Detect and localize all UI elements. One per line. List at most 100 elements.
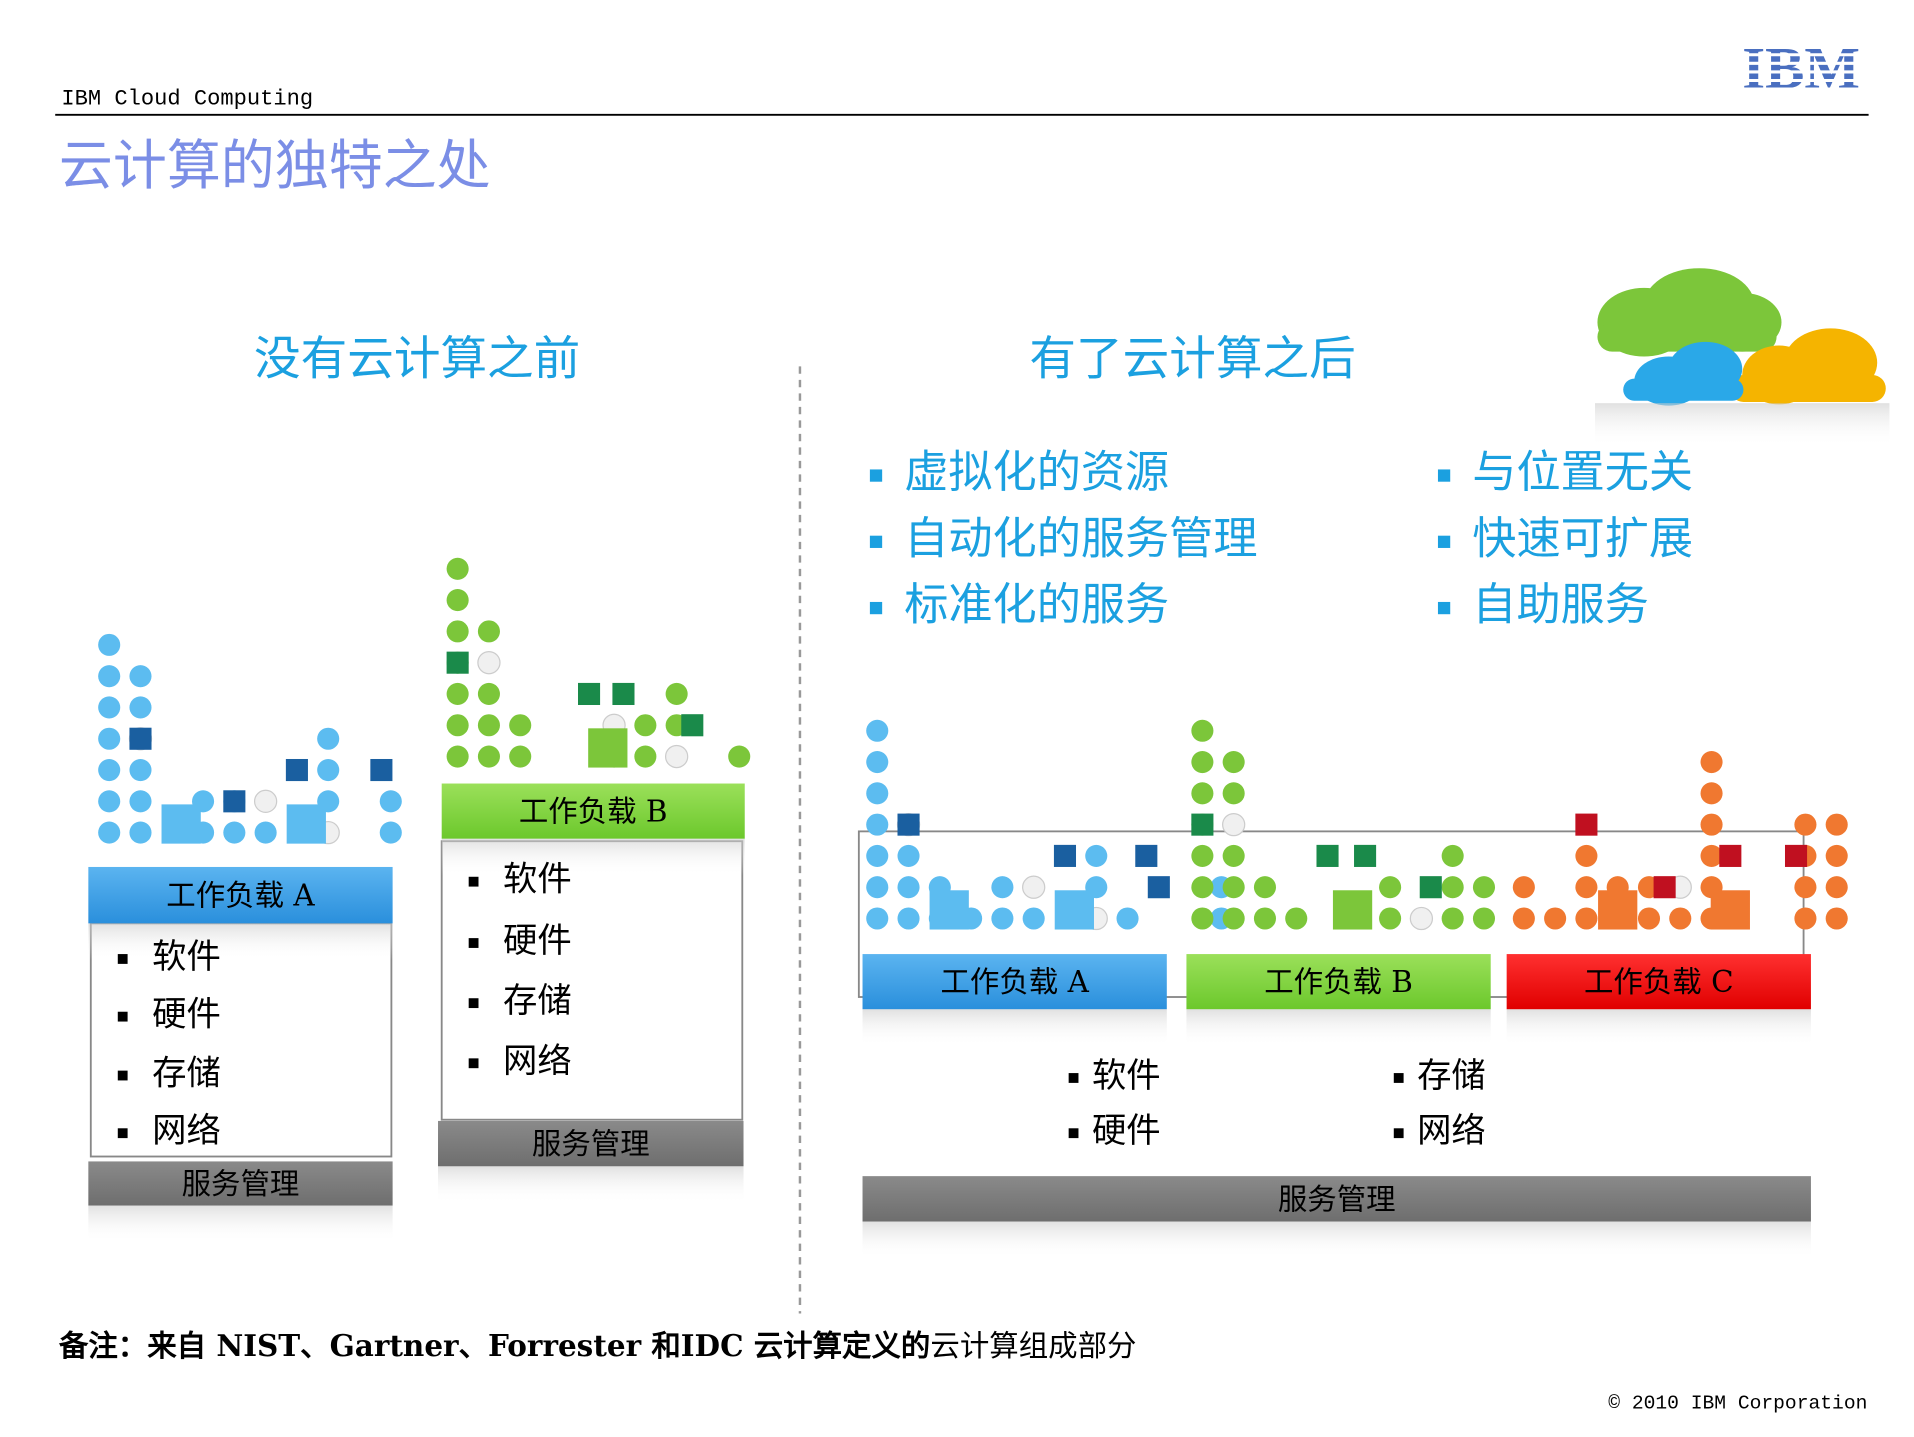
dot: [665, 682, 688, 706]
dot: [1022, 875, 1046, 899]
dot: [897, 876, 920, 899]
dot: [664, 744, 689, 769]
dot: [1191, 907, 1214, 930]
bar-label: 服务管理: [532, 1127, 650, 1161]
dot: [866, 751, 889, 774]
dot: [991, 907, 1014, 930]
block: [161, 804, 201, 844]
dot: [129, 758, 152, 782]
dot: [1575, 907, 1598, 930]
list-item: 网络: [1417, 1111, 1486, 1151]
dot: [446, 620, 469, 643]
dot: [477, 714, 500, 737]
dot: [129, 821, 152, 844]
block: [1191, 813, 1214, 836]
dot: [1085, 844, 1108, 867]
dot: [1700, 844, 1723, 867]
dot: [1825, 813, 1848, 836]
bullet: [869, 469, 883, 482]
dot: [1441, 907, 1464, 930]
dot: [1191, 782, 1214, 805]
dot: [317, 727, 340, 750]
bullet: [869, 601, 883, 615]
bar-label: 服务管理: [182, 1167, 300, 1201]
dot: [253, 789, 278, 813]
dot: [1022, 907, 1045, 930]
bar-label: 工作负载 B: [519, 795, 668, 829]
dot: [379, 790, 402, 813]
dot: [98, 696, 121, 719]
dot: [1441, 876, 1464, 899]
list-item: 存储: [152, 1054, 221, 1094]
feature: 自助服务: [1472, 580, 1649, 631]
bullet: [117, 954, 128, 964]
footnote: 备注：来自 NIST、Gartner、Forrester 和IDC 云计算定义的…: [59, 1328, 1137, 1363]
bar-label: 工作负载 B: [1264, 965, 1413, 999]
block: [588, 728, 628, 768]
dot: [1472, 907, 1496, 930]
header-label: IBM Cloud Computing: [61, 87, 313, 112]
bullet: [1068, 1128, 1079, 1139]
bullet: [1393, 1128, 1404, 1139]
dot: [1512, 876, 1535, 899]
dot: [1575, 876, 1598, 899]
bar-label: 工作负载 C: [1584, 965, 1734, 999]
dot: [98, 665, 121, 688]
block: [1316, 844, 1339, 867]
dot: [477, 620, 500, 643]
dot: [1825, 844, 1848, 867]
dot: [1825, 876, 1848, 899]
dot: [129, 665, 152, 688]
reflection: [1186, 1009, 1491, 1047]
dot: [1379, 876, 1402, 899]
block: [1147, 876, 1170, 899]
bullet: [468, 998, 479, 1009]
dot: [98, 821, 121, 844]
dot: [1253, 876, 1276, 899]
block: [1354, 844, 1377, 867]
bullet: [1437, 535, 1451, 548]
dot: [1794, 876, 1817, 899]
block: [681, 714, 704, 737]
block: [1598, 890, 1638, 930]
bullet: [117, 1011, 128, 1022]
block: [446, 651, 469, 674]
dot: [1191, 719, 1214, 742]
feature: 与位置无关: [1472, 447, 1693, 498]
dot: [379, 821, 402, 844]
bullet: [117, 1128, 128, 1139]
bullet: [1393, 1073, 1404, 1083]
reflection: [441, 838, 745, 876]
dot: [728, 745, 751, 768]
bar-label: 工作负载 A: [166, 879, 315, 913]
block: [1719, 844, 1742, 867]
bullet: [869, 535, 883, 548]
bar: [441, 783, 745, 839]
feature: 快速可扩展: [1472, 513, 1693, 564]
feature: 虚拟化的资源: [904, 447, 1169, 498]
dot: [1191, 876, 1214, 899]
dot: [1222, 844, 1245, 867]
dot: [446, 745, 469, 768]
dot: [1191, 751, 1214, 774]
block: [612, 682, 635, 706]
dot: [1222, 782, 1245, 805]
feature: 自动化的服务管理: [904, 513, 1257, 564]
list-item: 存储: [503, 981, 572, 1021]
block: [286, 804, 326, 844]
dot: [98, 758, 121, 782]
dot: [98, 790, 121, 813]
bullet: [1068, 1073, 1079, 1083]
bar: [1506, 954, 1811, 1010]
bar-label: 工作负载 A: [940, 965, 1089, 999]
dot: [866, 876, 889, 899]
dot: [509, 714, 532, 737]
dot: [866, 907, 889, 930]
dot: [991, 876, 1014, 899]
dot: [1191, 844, 1214, 867]
dot: [1544, 907, 1567, 930]
dot: [866, 782, 889, 805]
block: [1053, 844, 1077, 867]
dot: [223, 821, 246, 844]
